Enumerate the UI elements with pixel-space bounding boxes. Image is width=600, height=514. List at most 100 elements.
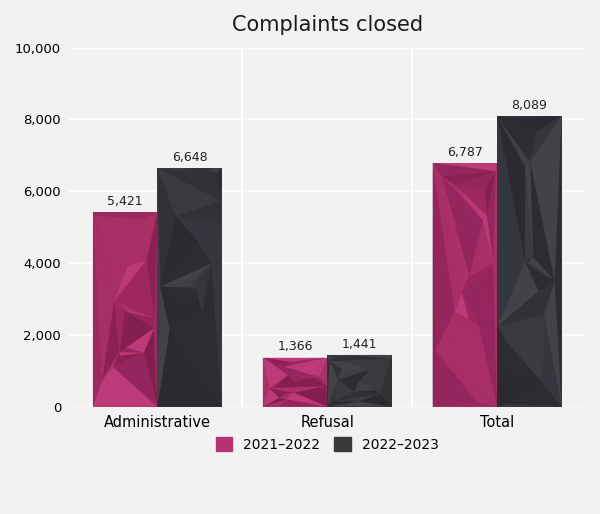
Bar bbox=[93, 212, 157, 407]
Polygon shape bbox=[442, 176, 483, 277]
Polygon shape bbox=[369, 359, 391, 390]
Polygon shape bbox=[327, 355, 358, 359]
Polygon shape bbox=[284, 358, 327, 377]
Polygon shape bbox=[160, 287, 195, 330]
Polygon shape bbox=[530, 162, 554, 281]
Bar bbox=[157, 168, 222, 407]
Polygon shape bbox=[157, 168, 208, 169]
Polygon shape bbox=[455, 293, 469, 319]
Polygon shape bbox=[506, 116, 562, 132]
Polygon shape bbox=[497, 116, 536, 162]
Polygon shape bbox=[170, 313, 222, 407]
Polygon shape bbox=[332, 356, 391, 359]
Polygon shape bbox=[479, 264, 497, 407]
Legend: 2021–2022, 2022–2023: 2021–2022, 2022–2023 bbox=[210, 432, 445, 457]
Polygon shape bbox=[433, 163, 496, 176]
Polygon shape bbox=[442, 176, 469, 285]
Polygon shape bbox=[465, 264, 493, 285]
Polygon shape bbox=[462, 264, 493, 293]
Polygon shape bbox=[497, 116, 536, 132]
Polygon shape bbox=[157, 168, 160, 407]
Polygon shape bbox=[114, 261, 154, 318]
Polygon shape bbox=[504, 343, 542, 383]
Polygon shape bbox=[497, 116, 530, 167]
Polygon shape bbox=[469, 221, 493, 277]
Polygon shape bbox=[160, 279, 196, 287]
Polygon shape bbox=[263, 406, 327, 407]
Polygon shape bbox=[142, 212, 157, 261]
Polygon shape bbox=[497, 366, 508, 407]
Polygon shape bbox=[113, 352, 120, 367]
Polygon shape bbox=[497, 315, 544, 343]
Polygon shape bbox=[493, 163, 497, 407]
Bar bbox=[263, 358, 327, 407]
Polygon shape bbox=[160, 287, 196, 289]
Polygon shape bbox=[93, 212, 102, 407]
Polygon shape bbox=[442, 176, 483, 221]
Text: 6,648: 6,648 bbox=[172, 151, 208, 163]
Polygon shape bbox=[279, 393, 293, 398]
Polygon shape bbox=[391, 355, 392, 407]
Polygon shape bbox=[539, 281, 554, 315]
Polygon shape bbox=[354, 390, 374, 392]
Polygon shape bbox=[190, 279, 196, 289]
Polygon shape bbox=[442, 176, 465, 293]
Text: 5,421: 5,421 bbox=[107, 195, 143, 208]
Polygon shape bbox=[497, 116, 562, 117]
Polygon shape bbox=[334, 379, 354, 401]
Polygon shape bbox=[433, 163, 436, 407]
Polygon shape bbox=[359, 394, 392, 407]
Text: 8,089: 8,089 bbox=[511, 99, 547, 112]
Polygon shape bbox=[358, 355, 392, 359]
Polygon shape bbox=[326, 358, 327, 407]
Polygon shape bbox=[196, 264, 211, 289]
Polygon shape bbox=[530, 116, 562, 162]
Polygon shape bbox=[263, 398, 287, 407]
Polygon shape bbox=[288, 375, 319, 378]
Polygon shape bbox=[359, 390, 380, 394]
Polygon shape bbox=[334, 394, 380, 401]
Polygon shape bbox=[160, 287, 196, 309]
Polygon shape bbox=[275, 382, 326, 387]
Polygon shape bbox=[284, 358, 327, 366]
Polygon shape bbox=[284, 366, 319, 377]
Polygon shape bbox=[157, 168, 221, 201]
Polygon shape bbox=[433, 163, 455, 350]
Polygon shape bbox=[487, 171, 496, 264]
Polygon shape bbox=[144, 328, 157, 407]
Polygon shape bbox=[341, 359, 391, 370]
Polygon shape bbox=[93, 380, 157, 407]
Polygon shape bbox=[154, 212, 157, 407]
Polygon shape bbox=[263, 358, 291, 366]
Polygon shape bbox=[483, 216, 493, 264]
Polygon shape bbox=[436, 319, 479, 350]
Polygon shape bbox=[95, 216, 128, 301]
Polygon shape bbox=[263, 358, 327, 362]
Polygon shape bbox=[95, 216, 146, 266]
Polygon shape bbox=[220, 168, 222, 407]
Polygon shape bbox=[542, 315, 562, 407]
Polygon shape bbox=[497, 326, 508, 366]
Polygon shape bbox=[327, 355, 332, 361]
Polygon shape bbox=[119, 312, 128, 352]
Polygon shape bbox=[208, 168, 222, 173]
Polygon shape bbox=[497, 291, 544, 326]
Polygon shape bbox=[330, 361, 342, 379]
Polygon shape bbox=[436, 350, 497, 407]
Polygon shape bbox=[154, 318, 157, 407]
Polygon shape bbox=[327, 355, 330, 407]
Polygon shape bbox=[508, 315, 544, 383]
Polygon shape bbox=[279, 393, 293, 399]
Polygon shape bbox=[374, 359, 391, 394]
Polygon shape bbox=[157, 330, 222, 407]
Polygon shape bbox=[198, 223, 220, 264]
Polygon shape bbox=[485, 171, 496, 216]
Polygon shape bbox=[295, 378, 326, 386]
Polygon shape bbox=[95, 216, 146, 261]
Polygon shape bbox=[327, 379, 338, 407]
Polygon shape bbox=[126, 328, 154, 353]
Polygon shape bbox=[93, 212, 114, 301]
Polygon shape bbox=[341, 361, 369, 370]
Polygon shape bbox=[530, 116, 562, 281]
Polygon shape bbox=[157, 287, 170, 407]
